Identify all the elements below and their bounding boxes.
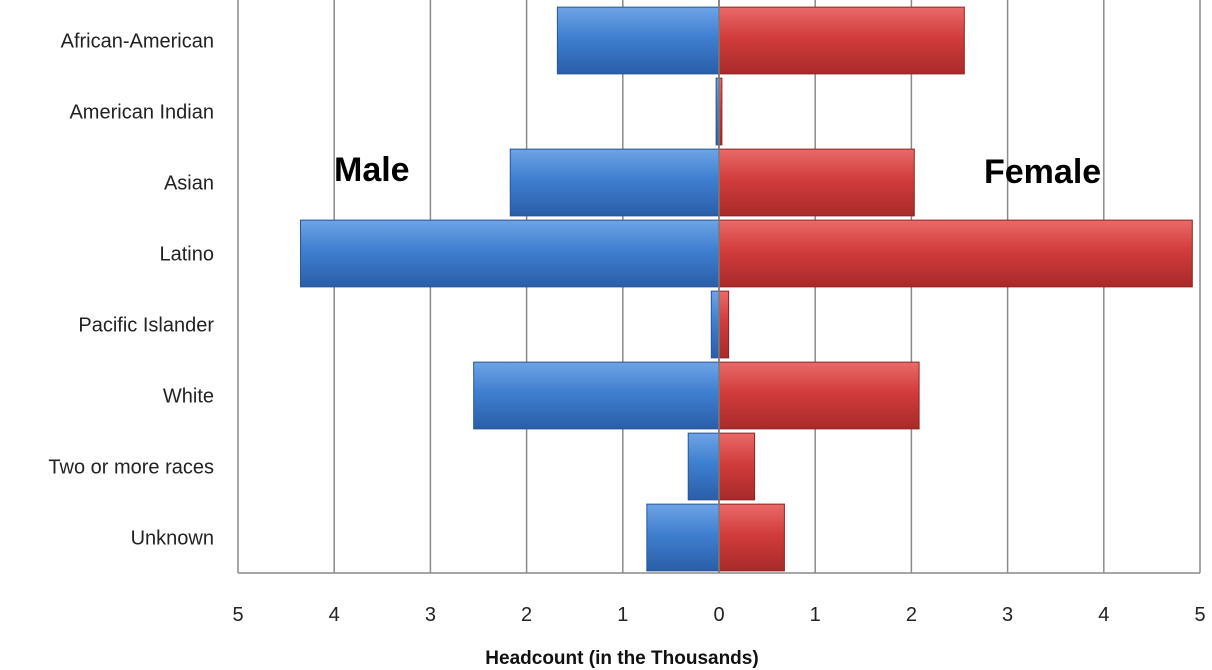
category-labels: African-American American Indian Asian Lati… [48,31,214,550]
axes [237,0,1200,574]
bar-female [718,361,920,430]
category-label: Pacific Islander [78,315,214,337]
x-tick-labels: 5 4 3 2 1 0 1 2 3 4 5 [232,604,1205,626]
category-label: African-American [61,31,214,53]
category-label: Unknown [131,528,214,550]
x-tick-label: 4 [329,604,340,626]
x-tick-label: 3 [1002,604,1013,626]
category-label: Two or more races [48,457,214,479]
category-label: Latino [160,244,215,266]
x-tick-label: 3 [425,604,436,626]
bar-female [718,290,730,359]
x-tick-label: 0 [713,604,724,626]
x-tick-label: 5 [232,604,243,626]
x-tick-label: 5 [1194,604,1205,626]
bar-female [718,6,965,75]
x-tick-label: 2 [906,604,917,626]
series-label-female: Female [984,153,1101,191]
series-label-male: Male [334,151,410,189]
x-axis-title: Headcount (in the Thousands) [485,648,758,669]
x-tick-label: 4 [1098,604,1109,626]
bar-male [473,361,720,430]
bar-male [509,148,720,217]
bars [300,6,1193,572]
bar-male [646,503,720,572]
x-tick-label: 2 [521,604,532,626]
category-label: White [163,386,214,408]
bar-female [718,432,756,501]
bar-male [687,432,720,501]
x-tick-label: 1 [810,604,821,626]
x-tick-label: 1 [617,604,628,626]
bar-female [718,503,785,572]
bar-female [718,148,915,217]
bar-male [556,6,720,75]
category-label: American Indian [69,102,214,124]
bar-male [710,290,720,359]
bar-female [718,219,1193,288]
bar-male [300,219,720,288]
category-label: Asian [164,173,214,195]
